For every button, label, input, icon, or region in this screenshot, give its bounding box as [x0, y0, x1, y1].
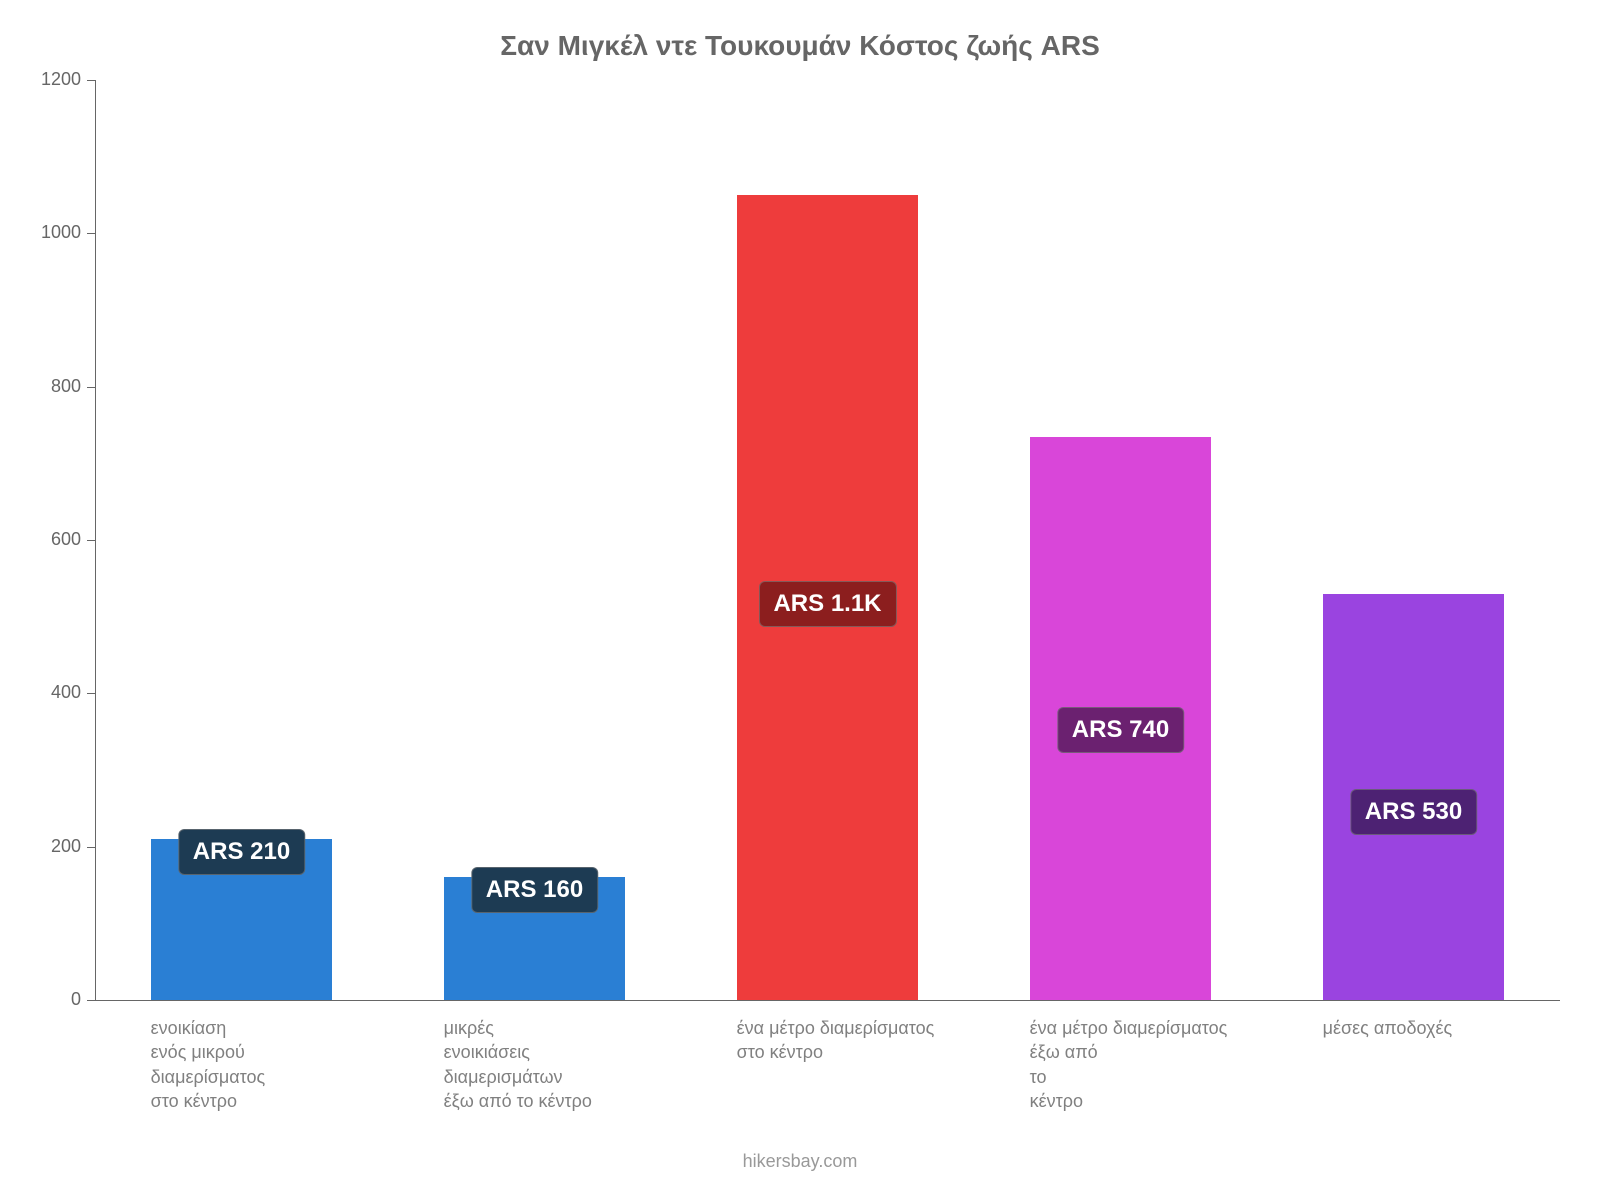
y-axis-line	[95, 80, 96, 1000]
chart-footer: hikersbay.com	[0, 1151, 1600, 1172]
y-tick-label: 1200	[11, 69, 81, 90]
y-tick-label: 800	[11, 376, 81, 397]
y-tick-mark	[87, 540, 95, 541]
y-tick-label: 0	[11, 989, 81, 1010]
bar-value-label: ARS 1.1K	[758, 581, 896, 627]
y-tick-label: 1000	[11, 222, 81, 243]
y-tick-mark	[87, 80, 95, 81]
x-category-label: ένα μέτρο διαμερίσματος στο κέντρο	[737, 1016, 1015, 1065]
y-tick-mark	[87, 693, 95, 694]
bar-value-label: ARS 160	[471, 867, 598, 913]
x-axis-line	[95, 1000, 1560, 1001]
chart-title: Σαν Μιγκέλ ντε Τουκουμάν Κόστος ζωής ARS	[0, 30, 1600, 62]
y-tick-label: 600	[11, 529, 81, 550]
bar-value-label: ARS 740	[1057, 707, 1184, 753]
bar-value-label: ARS 210	[178, 829, 305, 875]
y-tick-mark	[87, 847, 95, 848]
x-category-label: ένα μέτρο διαμερίσματος έξω από το κέντρ…	[1030, 1016, 1308, 1113]
y-tick-label: 400	[11, 682, 81, 703]
y-tick-mark	[87, 233, 95, 234]
bar-value-label: ARS 530	[1350, 789, 1477, 835]
plot-area: 020040060080010001200ARS 210ενοικίαση εν…	[95, 80, 1560, 1000]
y-tick-mark	[87, 1000, 95, 1001]
y-tick-label: 200	[11, 836, 81, 857]
y-tick-mark	[87, 387, 95, 388]
x-category-label: μικρές ενοικιάσεις διαμερισμάτων έξω από…	[444, 1016, 722, 1113]
x-category-label: ενοικίαση ενός μικρού διαμερίσματος στο …	[151, 1016, 429, 1113]
x-category-label: μέσες αποδοχές	[1323, 1016, 1600, 1040]
chart-container: Σαν Μιγκέλ ντε Τουκουμάν Κόστος ζωής ARS…	[0, 0, 1600, 1200]
